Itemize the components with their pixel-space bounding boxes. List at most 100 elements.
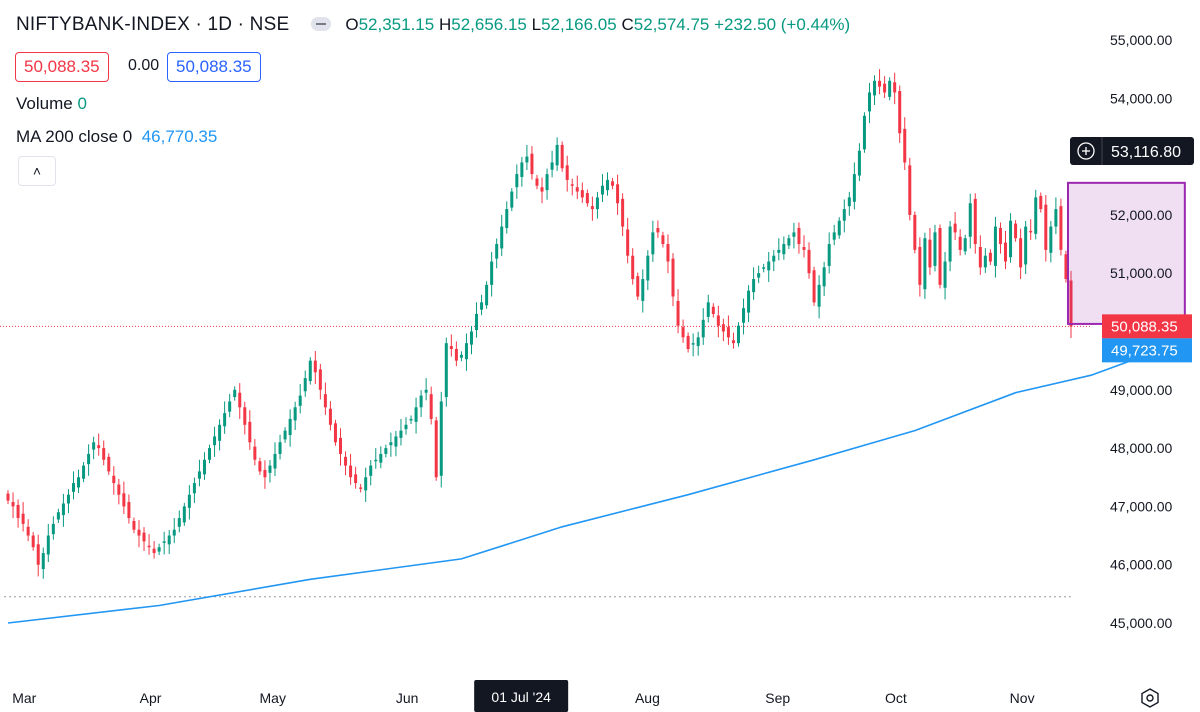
- candle: [747, 285, 751, 323]
- candle-body: [92, 442, 96, 450]
- candle-body: [595, 197, 599, 210]
- candle-body: [16, 504, 20, 519]
- candle-body: [626, 229, 630, 256]
- candle: [565, 155, 569, 192]
- candle: [1024, 221, 1028, 275]
- candle-body: [1034, 197, 1038, 234]
- candle: [706, 294, 710, 323]
- y-tick-label: 51,000.00: [1110, 265, 1172, 281]
- candle-body: [913, 214, 917, 250]
- candle: [1069, 270, 1073, 339]
- candle-body: [369, 465, 373, 476]
- candle: [349, 453, 353, 485]
- candle-body: [273, 453, 277, 469]
- candle-body: [429, 394, 433, 419]
- candle: [1019, 228, 1023, 280]
- candle: [696, 331, 700, 356]
- candle: [36, 534, 40, 577]
- candle-body: [31, 535, 35, 548]
- close-value: 52,574.75: [633, 15, 710, 34]
- x-tick-label: Sep: [765, 690, 790, 706]
- candle-body: [46, 535, 50, 555]
- candle: [862, 112, 866, 153]
- last-price-price-label: 50,088.35: [1111, 318, 1178, 335]
- candle-body: [777, 249, 781, 253]
- time-axis[interactable]: Mar Apr May Jun 01 Jul '24 Aug Sep Oct Nov: [12, 680, 1159, 712]
- candle: [948, 221, 952, 272]
- symbol-title[interactable]: NIFTYBANK-INDEX · 1D · NSE: [16, 14, 290, 35]
- candle: [575, 175, 579, 200]
- candle: [364, 467, 368, 503]
- candle-body: [187, 494, 191, 508]
- candle: [1049, 221, 1053, 263]
- candle-body: [117, 484, 121, 495]
- candle-body: [837, 220, 841, 236]
- annotation-box-layer[interactable]: [1067, 181, 1186, 325]
- candle-body: [354, 474, 358, 484]
- candle: [918, 237, 922, 297]
- candle-body: [606, 179, 610, 191]
- chevron-up-icon[interactable]: ˄: [18, 156, 56, 186]
- candle-body: [102, 448, 106, 460]
- candle-body: [283, 430, 287, 440]
- candle: [233, 386, 237, 401]
- candle-body: [490, 261, 494, 285]
- candle-body: [51, 523, 55, 535]
- candle: [31, 532, 35, 551]
- candle-body: [878, 80, 882, 87]
- candle: [595, 191, 599, 219]
- candle-body: [459, 354, 463, 358]
- candle: [490, 251, 494, 297]
- candle-body: [41, 553, 45, 570]
- ma-legend[interactable]: MA 200 close 0 46,770.35: [16, 127, 217, 147]
- candle-body: [333, 423, 337, 443]
- sell-price-button[interactable]: 50,088.35: [15, 52, 109, 82]
- candle-body: [676, 300, 680, 326]
- candle-body: [757, 273, 761, 278]
- candle: [505, 201, 509, 234]
- x-tick-label: 01 Jul '24: [491, 689, 551, 705]
- candle-body: [449, 346, 453, 349]
- candle-body: [560, 144, 564, 169]
- candle-body: [147, 545, 151, 548]
- candle: [908, 157, 912, 221]
- crosshair-price-box: [1070, 137, 1194, 165]
- candle: [359, 483, 363, 493]
- candle: [82, 462, 86, 483]
- candle-body: [409, 418, 413, 421]
- candle-body: [842, 209, 846, 221]
- candle-body: [656, 228, 660, 233]
- candle-body: [898, 91, 902, 134]
- open-value: 52,351.15: [358, 15, 435, 34]
- candle: [631, 248, 635, 285]
- candle: [1029, 219, 1033, 240]
- candle: [308, 357, 312, 385]
- candle: [71, 471, 75, 500]
- candle-body: [873, 80, 877, 96]
- candle: [127, 494, 131, 524]
- minus-icon[interactable]: [311, 17, 332, 31]
- candle: [338, 428, 343, 466]
- candle-body: [1039, 195, 1043, 210]
- candle-body: [26, 526, 30, 536]
- candle-body: [77, 477, 81, 488]
- candle-body: [197, 471, 201, 479]
- candle: [832, 224, 836, 246]
- candle-body: [308, 360, 312, 382]
- candle-body: [359, 487, 363, 489]
- candle-body: [555, 144, 559, 166]
- plus-circle-icon: [1077, 142, 1095, 160]
- candle-body: [338, 437, 343, 454]
- candle-body: [243, 407, 247, 425]
- price-markers: 53,116.80 50,088.35 49,723.75: [1070, 137, 1194, 363]
- volume-legend[interactable]: Volume 0: [16, 94, 87, 114]
- candle: [752, 267, 756, 300]
- candle-body: [298, 395, 302, 406]
- candle: [767, 251, 771, 282]
- buy-price-button[interactable]: 50,088.35: [167, 52, 261, 82]
- candle: [560, 141, 564, 172]
- candle-body: [253, 446, 257, 460]
- candle-body: [817, 284, 821, 307]
- candle-body: [424, 389, 428, 393]
